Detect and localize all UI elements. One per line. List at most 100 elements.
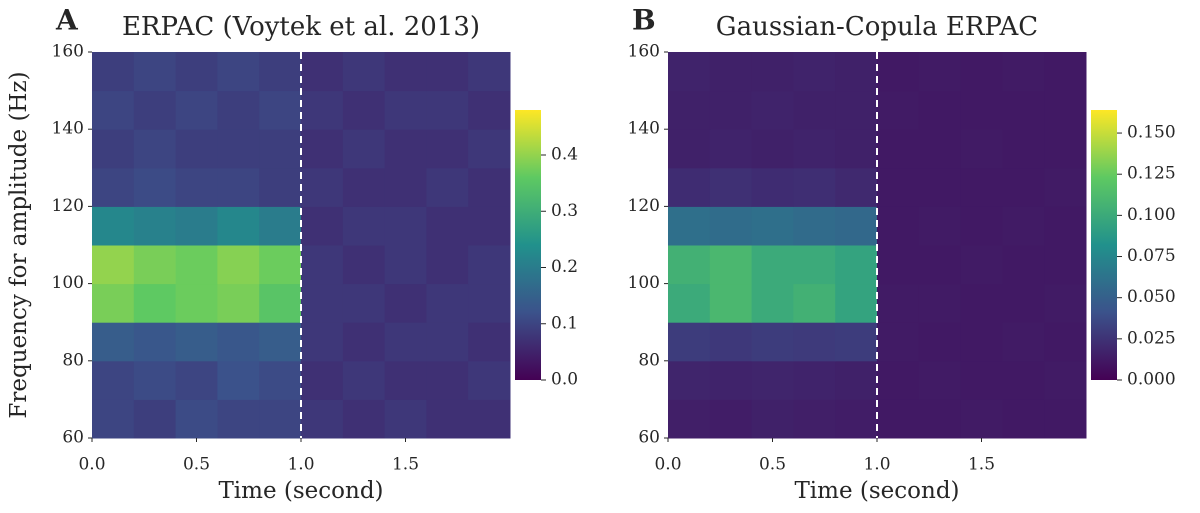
y-tick-label: 100 (628, 273, 660, 293)
heatmap-cell (668, 399, 711, 439)
heatmap-cell (468, 90, 511, 130)
heatmap-cell (709, 90, 753, 130)
heatmap-cell (877, 245, 920, 285)
heatmap-cell (1044, 360, 1087, 400)
heatmap-cell (1044, 52, 1087, 92)
heatmap-cell (709, 283, 753, 323)
y-tick-label: 140 (52, 119, 84, 139)
colorbar (1091, 110, 1117, 380)
heatmap-cell (342, 167, 386, 207)
heatmap-cell (92, 322, 135, 362)
heatmap-cell (751, 129, 794, 169)
heatmap-cell (92, 245, 135, 285)
colorbar-tick-label: 0.100 (1127, 205, 1176, 225)
heatmap-cell (960, 52, 1003, 92)
heatmap-cell (217, 206, 260, 246)
heatmap-cell (877, 399, 920, 439)
heatmap-cell (175, 322, 218, 362)
heatmap-cell (426, 206, 469, 246)
colorbar-tick-label: 0.025 (1127, 328, 1176, 348)
heatmap-cell (92, 167, 135, 207)
heatmap-cell (259, 167, 302, 207)
heatmap-cell (960, 399, 1003, 439)
heatmap-cell (877, 322, 920, 362)
heatmap-cell (384, 283, 427, 323)
x-tick-label: 0.0 (78, 455, 105, 475)
heatmap-cell (217, 399, 260, 439)
heatmap-cell (384, 399, 427, 439)
heatmap-cell (217, 129, 260, 169)
heatmap-cell (835, 283, 878, 323)
x-tick-label: 1.5 (968, 455, 995, 475)
heatmap-cell (793, 360, 836, 400)
heatmap-cell (1044, 399, 1087, 439)
heatmap-cell (133, 52, 177, 92)
heatmap-cell (175, 129, 218, 169)
heatmap-cell (92, 360, 135, 400)
heatmap-cell (918, 283, 962, 323)
heatmap-cell (342, 283, 386, 323)
heatmap-cell (877, 52, 920, 92)
heatmap-cell (384, 206, 427, 246)
heatmap-cell (1002, 52, 1045, 92)
heatmap-cell (835, 322, 878, 362)
heatmap-cell (1044, 90, 1087, 130)
heatmap-cell (342, 360, 386, 400)
heatmap-cell (342, 129, 386, 169)
heatmap-cell (92, 206, 135, 246)
heatmap-cell (668, 52, 711, 92)
heatmap-cell (426, 167, 469, 207)
colorbar-tick-label: 0.2 (551, 257, 578, 277)
heatmap-cell (1044, 167, 1087, 207)
heatmap-cell (960, 90, 1003, 130)
colorbar-tick-label: 0.125 (1127, 164, 1176, 184)
colorbar-tick-label: 0.000 (1127, 370, 1176, 390)
colorbar-tick-label: 0.0 (551, 370, 578, 390)
heatmap-cell (468, 129, 511, 169)
heatmap-cell (751, 322, 794, 362)
heatmap-cell (92, 399, 135, 439)
heatmap-cell (426, 52, 469, 92)
heatmap-cell (468, 245, 511, 285)
heatmap-cell (133, 90, 177, 130)
heatmap-cell (960, 167, 1003, 207)
heatmap-cell (259, 322, 302, 362)
y-tick-label: 140 (628, 119, 660, 139)
heatmap-cell (668, 206, 711, 246)
heatmap-cell (1002, 129, 1045, 169)
heatmap-cell (133, 360, 177, 400)
heatmap-cell (175, 206, 218, 246)
heatmap-cell (259, 90, 302, 130)
heatmap-cell (835, 167, 878, 207)
y-axis-label: Frequency for amplitude (Hz) (6, 71, 32, 418)
heatmap-cell (835, 206, 878, 246)
heatmap-cell (175, 283, 218, 323)
x-tick-label: 0.5 (183, 455, 210, 475)
heatmap-cell (92, 90, 135, 130)
heatmap-cell (835, 360, 878, 400)
heatmap-cell (793, 129, 836, 169)
heatmap-cell (751, 206, 794, 246)
heatmap-cell (751, 245, 794, 285)
heatmap-cell (668, 360, 711, 400)
heatmap-cell (918, 399, 962, 439)
heatmap-cell (342, 245, 386, 285)
heatmap-cell (301, 90, 344, 130)
colorbar-tick-label: 0.1 (551, 313, 578, 333)
heatmap-cell (301, 283, 344, 323)
colorbar-tick-label: 0.150 (1127, 123, 1176, 143)
heatmap-cell (1002, 90, 1045, 130)
heatmap-cell (217, 90, 260, 130)
x-axis-label: Time (second) (794, 478, 959, 504)
heatmap-cell (133, 206, 177, 246)
y-tick-label: 80 (638, 350, 660, 370)
heatmap-cell (342, 322, 386, 362)
y-tick-label: 100 (52, 273, 84, 293)
heatmap-cell (259, 360, 302, 400)
heatmap-cell (468, 322, 511, 362)
heatmap-cell (960, 245, 1003, 285)
heatmap-cell (1044, 283, 1087, 323)
heatmap-cell (793, 322, 836, 362)
heatmap-cell (301, 360, 344, 400)
heatmap-cell (793, 167, 836, 207)
